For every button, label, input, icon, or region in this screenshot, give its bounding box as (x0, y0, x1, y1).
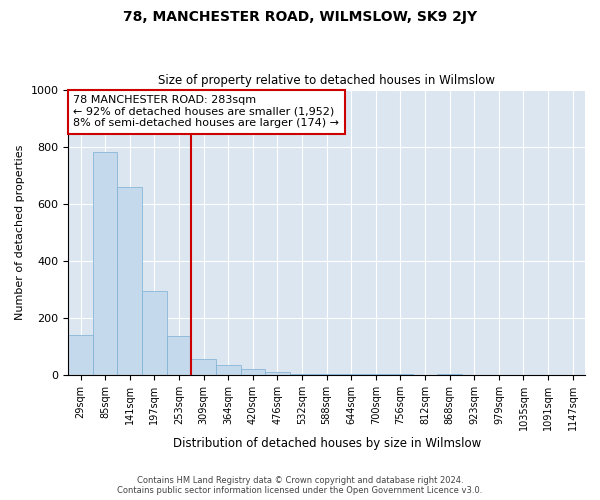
Text: 78, MANCHESTER ROAD, WILMSLOW, SK9 2JY: 78, MANCHESTER ROAD, WILMSLOW, SK9 2JY (123, 10, 477, 24)
Bar (167, 336, 191, 375)
Bar (388, 374, 413, 375)
Text: Contains HM Land Registry data © Crown copyright and database right 2024.
Contai: Contains HM Land Registry data © Crown c… (118, 476, 482, 495)
Bar (290, 374, 314, 375)
Bar (93, 152, 118, 375)
Bar (314, 374, 339, 375)
Bar (191, 360, 216, 375)
Bar (142, 291, 167, 375)
Bar (68, 335, 93, 375)
Bar (437, 374, 462, 375)
Y-axis label: Number of detached properties: Number of detached properties (15, 144, 25, 320)
Bar (339, 374, 364, 375)
Bar (118, 186, 142, 375)
Bar (364, 374, 388, 375)
Bar (216, 365, 241, 375)
Bar (265, 372, 290, 375)
Text: 78 MANCHESTER ROAD: 283sqm
← 92% of detached houses are smaller (1,952)
8% of se: 78 MANCHESTER ROAD: 283sqm ← 92% of deta… (73, 96, 340, 128)
X-axis label: Distribution of detached houses by size in Wilmslow: Distribution of detached houses by size … (173, 437, 481, 450)
Title: Size of property relative to detached houses in Wilmslow: Size of property relative to detached ho… (158, 74, 495, 87)
Bar (241, 370, 265, 375)
